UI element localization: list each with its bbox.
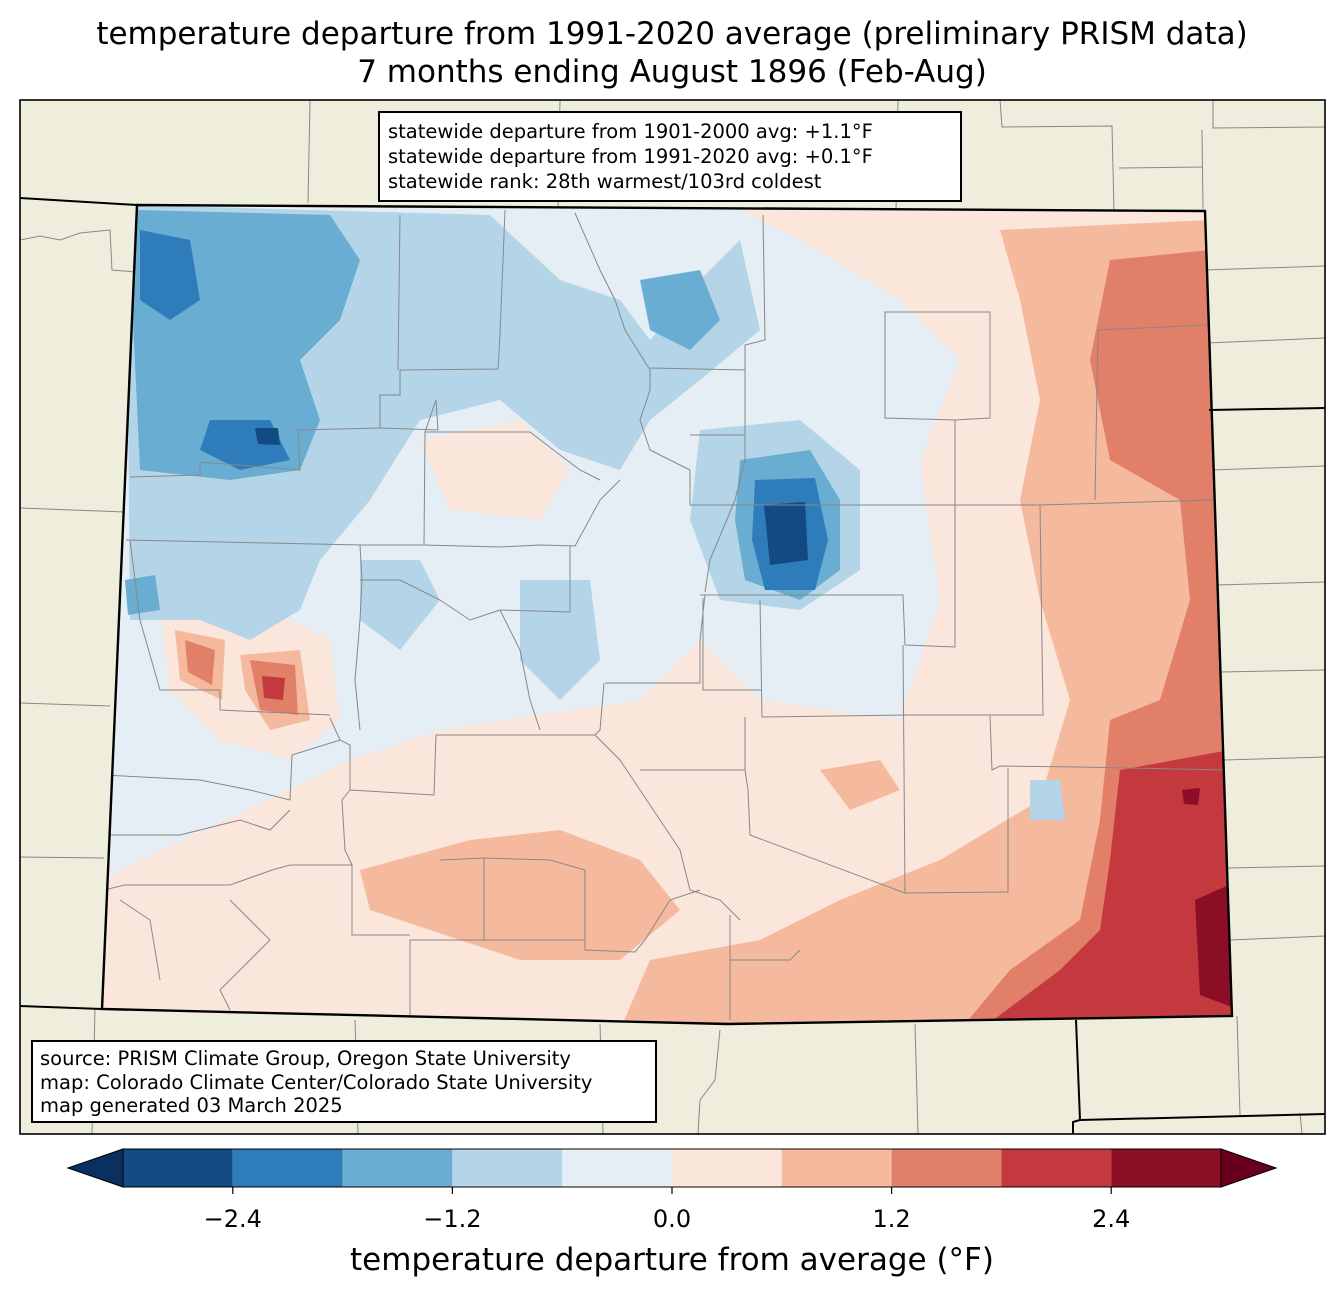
contour-band-9 xyxy=(1182,788,1200,805)
colorbar-tick-label: −2.4 xyxy=(203,1205,262,1233)
colorbar-tick-label: 1.2 xyxy=(872,1205,911,1233)
contour-band-0 xyxy=(764,502,808,565)
stat-departure-1991-2020: statewide departure from 1991-2020 avg: … xyxy=(388,145,873,168)
map-frame xyxy=(19,99,1326,1135)
colorbar-bin-5 xyxy=(672,1149,782,1187)
colorbar-bin-1 xyxy=(232,1149,343,1187)
contour-band-7 xyxy=(185,640,215,685)
contour-band-3 xyxy=(520,580,600,700)
source-line: source: PRISM Climate Group, Oregon Stat… xyxy=(40,1047,571,1070)
map-title-line-2: 7 months ending August 1896 (Feb-Aug) xyxy=(357,54,987,90)
statewide-stats-box: statewide departure from 1901-2000 avg: … xyxy=(378,111,962,202)
colorbar-bin-0 xyxy=(123,1149,233,1187)
colorbar-under-arrow xyxy=(66,1148,124,1188)
contour-band-6 xyxy=(620,220,1232,1024)
contour-band-2 xyxy=(125,575,160,615)
colorbar-label: temperature departure from average (°F) xyxy=(350,1242,994,1278)
colorbar-tick-label: 0.0 xyxy=(652,1205,692,1233)
colorbar-tick-label: −1.2 xyxy=(423,1205,482,1233)
contour-band-6 xyxy=(820,760,900,810)
temperature-field xyxy=(102,205,1232,1024)
contour-band-1 xyxy=(140,230,200,320)
contour-band-8 xyxy=(980,750,1232,1024)
contour-band-3 xyxy=(360,560,440,650)
contour-band-6 xyxy=(360,830,680,960)
stat-departure-1901-2000: statewide departure from 1901-2000 avg: … xyxy=(388,120,873,143)
contour-band-5 xyxy=(420,420,570,520)
contour-band-5 xyxy=(102,210,1232,1024)
colorbar-bin-7 xyxy=(891,1149,1002,1187)
map-title-line-1: temperature departure from 1991-2020 ave… xyxy=(96,16,1248,52)
colorbar xyxy=(66,1148,1278,1194)
colorbar-bin-8 xyxy=(1001,1149,1112,1187)
contour-band-2 xyxy=(640,270,720,350)
contour-band-3 xyxy=(1030,780,1065,820)
neighbor-state-lines xyxy=(20,197,1325,1134)
map-credit-line: map: Colorado Climate Center/Colorado St… xyxy=(40,1070,593,1094)
map-generated-line: map generated 03 March 2025 xyxy=(40,1094,343,1117)
colorbar-bin-9 xyxy=(1111,1149,1221,1187)
colorado-border xyxy=(100,203,1234,1026)
colorbar-over-arrow xyxy=(1220,1148,1278,1188)
source-box: source: PRISM Climate Group, Oregon Stat… xyxy=(31,1040,657,1123)
stat-statewide-rank: statewide rank: 28th warmest/103rd colde… xyxy=(388,170,822,193)
colorbar-tick-label: 2.4 xyxy=(1092,1205,1131,1233)
colorbar-bin-4 xyxy=(562,1149,672,1187)
colorbar-bin-6 xyxy=(781,1149,892,1187)
contour-band-0 xyxy=(255,428,280,445)
county-lines xyxy=(103,209,1226,1020)
colorbar-bin-3 xyxy=(452,1149,563,1187)
colorbar-bin-2 xyxy=(342,1149,453,1187)
contour-band-8 xyxy=(262,676,285,700)
